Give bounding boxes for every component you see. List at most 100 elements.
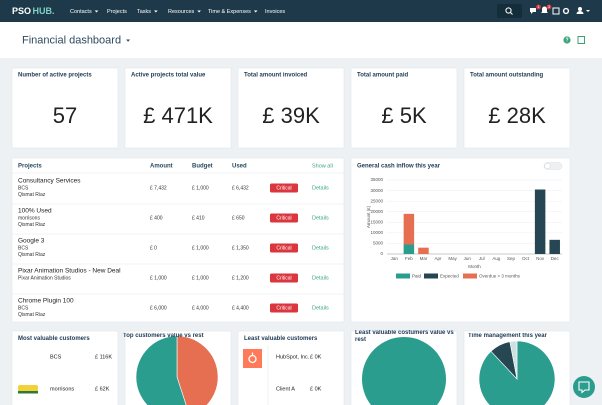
card [124, 67, 232, 149]
card [237, 67, 345, 149]
page-header [0, 22, 602, 58]
project-used: £ 1,350 [232, 245, 249, 251]
x-tick-label: Jul [479, 256, 485, 261]
badge-count: 3 [548, 5, 550, 9]
bell-icon[interactable] [541, 6, 548, 13]
help-button[interactable] [563, 36, 571, 44]
kpi-title: Total amount outstanding [470, 73, 544, 79]
y-tick-label: 20000 [370, 209, 383, 214]
customer-value: £ 0K [310, 354, 322, 360]
help-icon: ? [565, 38, 568, 44]
project-detail: BCS [18, 245, 29, 251]
project-used: £ 1,200 [232, 275, 249, 281]
x-tick-label: Sep [507, 256, 516, 261]
legend-label: Overdue > 3 months [479, 273, 521, 278]
page-title: Financial dashboard [22, 34, 121, 46]
export-button[interactable] [577, 36, 585, 44]
user-icon[interactable] [578, 7, 582, 11]
project-amount: £ 0 [150, 245, 157, 251]
pie-slice [478, 340, 556, 405]
customer-logo [243, 349, 262, 368]
column-header: Used [232, 164, 247, 170]
project-budget: £ 1,000 [192, 275, 209, 281]
card-title-box: Top customers value vs rest [123, 333, 204, 339]
customer-value: £ 116K [95, 354, 112, 360]
project-name: 100% Used [18, 208, 52, 215]
card [11, 330, 119, 405]
search-button[interactable] [497, 4, 522, 18]
chat-icon[interactable] [530, 8, 536, 14]
status-badge [270, 213, 298, 223]
card-title: Time management this year [468, 333, 547, 339]
x-tick-label: Dec [551, 256, 560, 261]
project-used: £ 4,400 [232, 305, 249, 311]
nav-item[interactable]: Tasks [137, 9, 151, 15]
title-caret[interactable] [126, 39, 131, 42]
project-detail: BCS [18, 185, 29, 191]
card-title: Least valuable costumers value vs rest [355, 329, 454, 343]
kpi-title: Total amount paid [357, 73, 409, 79]
y-tick-label: 25000 [370, 198, 383, 203]
settings-icon[interactable] [562, 7, 570, 15]
status-label: Critical [276, 216, 291, 222]
x-tick-label: Jun [464, 256, 472, 261]
status-label: Critical [276, 246, 291, 252]
details-link[interactable]: Details [312, 275, 329, 281]
project-name: Pixar Animation Studios - New Deal [18, 268, 121, 275]
nav-caret [197, 10, 201, 13]
project-detail: Qismat Riaz [18, 312, 46, 318]
nav-item[interactable]: Resources [168, 9, 195, 15]
customer-value: £ 62K [95, 386, 110, 392]
legend-swatch [424, 273, 438, 279]
kpi-value: 57 [53, 103, 77, 128]
column-header: Projects [18, 164, 42, 170]
details-link[interactable]: Details [312, 185, 329, 191]
badge-count: 1 [538, 5, 540, 9]
card [350, 157, 571, 323]
project-amount: £ 6,000 [150, 305, 167, 311]
bar [549, 239, 560, 254]
pie-slice [509, 340, 518, 380]
chat-launcher-icon [578, 381, 590, 394]
status-badge [270, 273, 298, 283]
navbar [0, 0, 602, 22]
x-tick-label: May [448, 256, 457, 261]
project-budget: £ 1,000 [192, 245, 209, 251]
details-link[interactable]: Details [312, 245, 329, 251]
nav-item[interactable]: Projects [107, 9, 127, 15]
tasks-icon[interactable] [552, 7, 560, 15]
nav-item[interactable]: Invoices [265, 9, 285, 15]
status-label: Critical [276, 186, 291, 192]
status-label: Critical [276, 276, 291, 282]
project-detail: Qismat Riaz [18, 252, 46, 258]
project-detail: BCS [18, 305, 29, 311]
project-name: Google 3 [18, 238, 45, 245]
search-icon [505, 7, 512, 14]
user-icon[interactable] [576, 11, 584, 14]
kpi-title: Number of active projects [18, 73, 92, 79]
legend-label: Paid [412, 273, 422, 278]
details-link[interactable]: Details [312, 305, 329, 311]
chat-launcher[interactable] [573, 376, 595, 398]
project-amount: £ 1,000 [150, 275, 167, 281]
customer-name: morrisons [50, 386, 74, 392]
pie-slice [362, 337, 446, 405]
x-tick-label: Mar [420, 256, 428, 261]
bar [403, 213, 415, 245]
x-tick-label: Nov [536, 256, 545, 261]
x-axis-title: Month [468, 264, 481, 269]
project-amount: £ 7,432 [150, 185, 167, 191]
bar [418, 247, 429, 254]
y-tick-label: 35000 [370, 177, 383, 182]
show-all-link[interactable]: Show all [312, 163, 333, 169]
project-detail: Qismat Riaz [18, 192, 46, 198]
project-used: £ 6,432 [232, 185, 249, 191]
badge [546, 4, 552, 10]
details-link[interactable]: Details [312, 215, 329, 221]
nav-caret [253, 10, 258, 13]
nav-item[interactable]: Time & Expenses [208, 9, 251, 15]
bar [403, 244, 415, 254]
nav-item[interactable]: Contacts [70, 9, 92, 15]
nav-caret [154, 10, 158, 13]
